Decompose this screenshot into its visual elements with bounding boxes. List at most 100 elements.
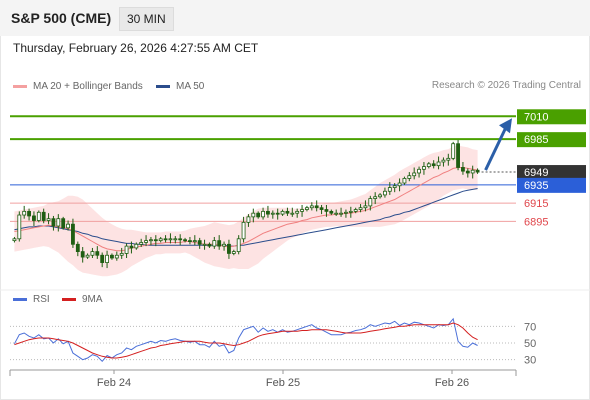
x-tick-label: Feb 26 <box>435 377 469 389</box>
legend-ma20-label: MA 20 + Bollinger Bands <box>33 81 143 92</box>
candle-body <box>431 163 436 167</box>
level-label-6895: 6895 <box>524 216 548 228</box>
candle-body <box>348 210 353 213</box>
candle-body <box>329 210 334 214</box>
candle-body <box>134 243 139 249</box>
candle-body <box>129 245 134 249</box>
candle-body <box>188 240 192 243</box>
candle-body <box>456 143 460 168</box>
legend-rsi-label: RSI <box>33 294 50 305</box>
candle-body <box>202 243 207 246</box>
candle-body <box>207 243 212 247</box>
candle-body <box>295 210 300 214</box>
candle-body <box>90 251 95 256</box>
series-9ma-line <box>14 322 478 359</box>
candle-body <box>285 210 290 214</box>
candle-body <box>383 190 387 196</box>
level-tag-6949 <box>517 165 586 181</box>
candle-body <box>231 251 236 254</box>
ma20-swatch <box>13 84 27 88</box>
candle-body <box>436 161 441 167</box>
legend-ma50-label: MA 50 <box>176 81 205 92</box>
rsi-swatch <box>13 297 27 301</box>
candle-body <box>412 172 417 177</box>
source-credit: Research © 2026 Trading Central <box>431 80 581 91</box>
ma50-line <box>14 188 478 247</box>
candle-body <box>144 240 148 243</box>
candle-body <box>309 205 314 209</box>
candle-body <box>280 210 285 215</box>
header-bar: S&P 500 (CME) 30 MIN <box>0 0 590 36</box>
candle-body <box>119 253 124 256</box>
candle-body <box>270 212 275 215</box>
candle-body <box>378 194 382 198</box>
candle-body <box>368 198 373 207</box>
level-label-6949: 6949 <box>524 167 548 179</box>
candle-body <box>387 187 392 192</box>
candle-body <box>66 223 70 229</box>
candle-body <box>32 215 36 221</box>
candle-body <box>290 212 295 215</box>
level-tag-7010 <box>517 109 586 125</box>
candle-body <box>461 167 465 172</box>
candle-body <box>153 239 158 242</box>
candle-body <box>417 168 421 174</box>
candle-body <box>446 157 451 161</box>
ma50-swatch <box>156 84 170 88</box>
candle-body <box>441 159 446 163</box>
candle-body <box>475 169 480 173</box>
candle-body <box>275 212 280 215</box>
candle-body <box>46 218 51 221</box>
candle-body <box>344 211 348 214</box>
candle-body <box>363 205 368 209</box>
candle-body <box>36 211 41 221</box>
candle-body <box>222 243 226 247</box>
candle-body <box>22 210 27 216</box>
candle-body <box>236 238 241 253</box>
candle-body <box>300 209 304 212</box>
candle-body <box>158 238 163 242</box>
candle-body <box>227 243 231 254</box>
timestamp: Thursday, February 26, 2026 4:27:55 AM C… <box>13 41 259 55</box>
candle-body <box>465 170 470 174</box>
legend-ma20: MA 20 + Bollinger Bands <box>13 81 143 92</box>
candle-body <box>178 238 183 241</box>
level-label-6915: 6915 <box>524 198 548 210</box>
candle-body <box>105 254 109 263</box>
candle-body <box>261 210 265 218</box>
candle-body <box>100 254 105 263</box>
candle-body <box>373 196 378 199</box>
candle-body <box>95 251 100 256</box>
candle-body <box>305 207 309 210</box>
candle-body <box>124 245 129 254</box>
candle-body <box>183 239 187 242</box>
candle-body <box>358 207 363 210</box>
legend-9ma: 9MA <box>62 294 103 305</box>
candle-body <box>51 218 56 227</box>
legend-9ma-label: 9MA <box>82 294 103 305</box>
candle-body <box>470 169 475 174</box>
x-tick-label: Feb 25 <box>266 377 300 389</box>
candle-body <box>246 216 251 223</box>
candle-body <box>251 212 256 218</box>
candle-body <box>217 240 222 247</box>
legend-ma50: MA 50 <box>156 81 204 92</box>
candle-body <box>61 218 66 229</box>
candle-body <box>110 254 114 259</box>
candle-body <box>56 218 61 227</box>
timeframe-button[interactable]: 30 MIN <box>119 7 174 31</box>
candle-body <box>197 240 202 245</box>
candle-body <box>397 182 402 187</box>
x-tick-label: Feb 24 <box>97 377 131 389</box>
candle-body <box>192 240 197 243</box>
candle-body <box>256 212 261 218</box>
candle-body <box>319 207 324 210</box>
candle-body <box>392 185 397 188</box>
candle-body <box>114 254 119 259</box>
candle-body <box>27 210 31 217</box>
level-label-7010: 7010 <box>524 111 548 123</box>
projection-arrow-head <box>499 118 512 134</box>
rsi-tick-70: 70 <box>524 321 536 333</box>
